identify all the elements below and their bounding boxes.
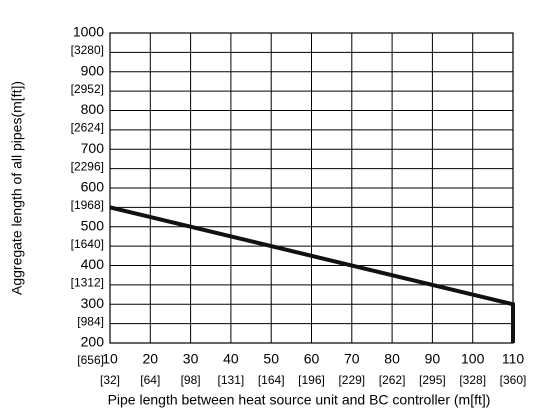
x-axis-title: Pipe length between heat source unit and… (108, 392, 491, 408)
y-tick-ft-label: [2296] (71, 159, 104, 173)
x-tick-ft-label: [164] (258, 373, 285, 387)
y-tick-label: 1000 (73, 24, 104, 40)
y-tick-ft-label: [3280] (71, 43, 104, 57)
x-tick-ft-label: [295] (419, 373, 446, 387)
y-tick-ft-label: [1640] (71, 237, 104, 251)
x-tick-ft-label: [360] (500, 373, 527, 387)
x-tick-ft-label: [196] (298, 373, 325, 387)
y-tick-ft-label: [1968] (71, 198, 104, 212)
x-tick-label: 60 (304, 351, 320, 367)
x-tick-label: 20 (143, 351, 159, 367)
x-tick-ft-label: [64] (140, 373, 160, 387)
x-tick-ft-label: [131] (218, 373, 245, 387)
y-tick-label: 200 (81, 334, 105, 350)
y-tick-label: 500 (81, 217, 105, 233)
x-tick-label: 10 (102, 351, 118, 367)
y-tick-ft-label: [984] (77, 314, 104, 328)
data-line (109, 205, 515, 343)
y-tick-label: 400 (81, 256, 105, 272)
x-tick-ft-label: [98] (181, 373, 201, 387)
y-tick-ft-label: [1312] (71, 276, 104, 290)
y-tick-label: 600 (81, 179, 105, 195)
plot-frame (109, 32, 514, 344)
x-tick-label: 110 (502, 351, 525, 367)
y-tick-ft-label: [2624] (71, 121, 104, 135)
x-tick-label: 40 (223, 351, 239, 367)
x-tick-label: 30 (183, 351, 199, 367)
y-axis-title: Aggregate length of all pipes(m[ft]) (9, 81, 25, 295)
y-tick-label: 800 (81, 101, 105, 117)
x-tick-label: 50 (263, 351, 279, 367)
x-tick-label: 90 (425, 351, 441, 367)
y-tick-ft-label: [2952] (71, 82, 104, 96)
x-tick-ft-label: [229] (338, 373, 365, 387)
y-tick-ft-label: [656] (77, 353, 104, 367)
x-tick-ft-label: [32] (100, 373, 120, 387)
x-tick-label: 70 (344, 351, 360, 367)
x-tick-ft-label: [262] (379, 373, 406, 387)
y-tick-label: 900 (81, 62, 105, 78)
x-tick-ft-label: [328] (459, 373, 486, 387)
x-tick-label: 100 (461, 351, 485, 367)
y-tick-label: 300 (81, 295, 105, 311)
y-tick-label: 700 (81, 140, 105, 156)
x-tick-label: 80 (384, 351, 400, 367)
